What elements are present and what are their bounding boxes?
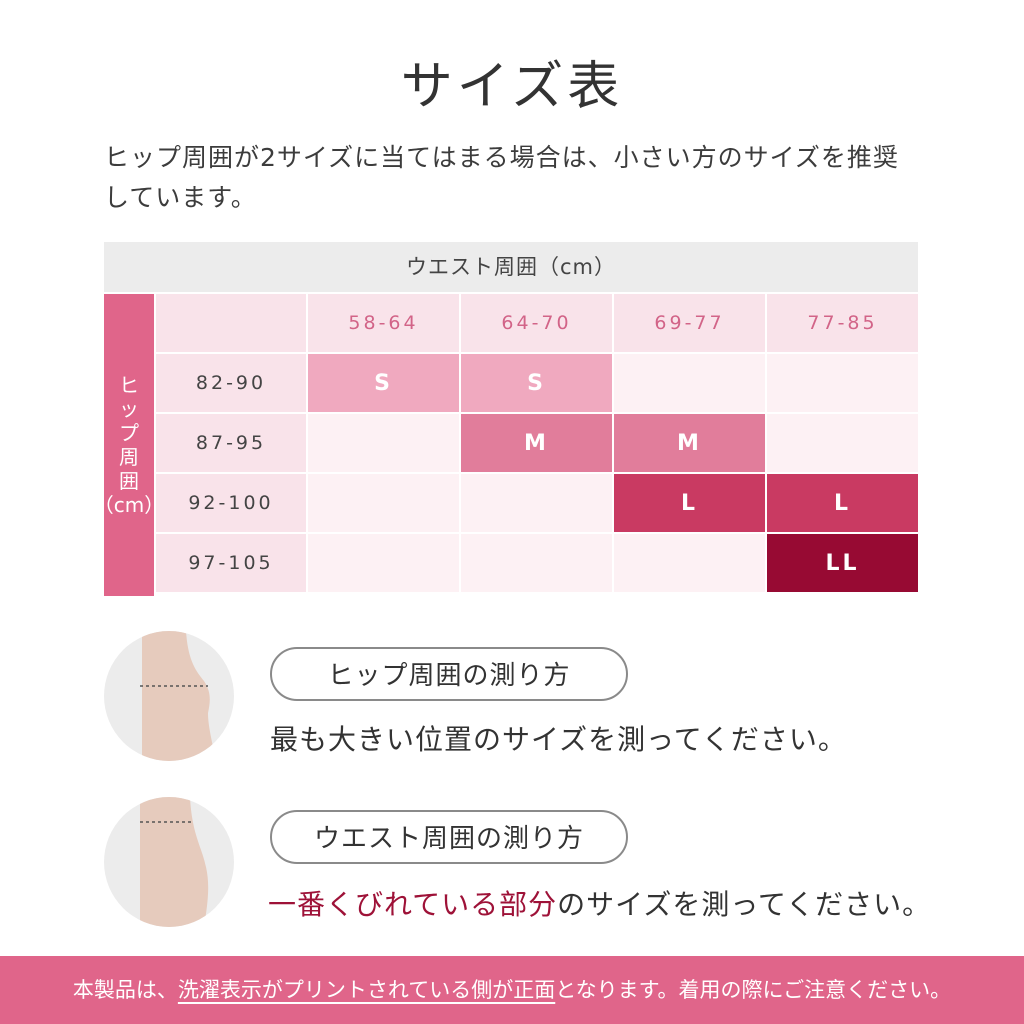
hip-header-char: （cm） (93, 493, 165, 517)
hip-range-header: 97-105 (156, 534, 306, 592)
waist-range-header: 64-70 (461, 294, 612, 352)
empty-cell (614, 534, 765, 592)
empty-cell (461, 474, 612, 532)
footer-prefix: 本製品は、 (72, 978, 178, 1002)
intro-text: ヒップ周囲が2サイズに当てはまる場合は、小さい方のサイズを推奨しています。 (104, 143, 899, 212)
empty-cell (308, 414, 459, 472)
empty-cell (767, 414, 918, 472)
waist-header: ウエスト周囲（cm） (104, 242, 918, 292)
hip-header-char: ッ (119, 397, 139, 421)
waist-figure-illustration (104, 797, 234, 927)
hip-measure-description: 最も大きい位置のサイズを測ってください。 (270, 723, 847, 756)
empty-cell (461, 534, 612, 592)
size-cell: S (461, 354, 612, 412)
waist-range-header: 77-85 (767, 294, 918, 352)
waist-range-header: 58-64 (308, 294, 459, 352)
size-cell: L (614, 474, 765, 532)
size-cell: LL (767, 534, 918, 592)
table-corner (156, 294, 306, 352)
footer-notice: 本製品は、洗濯表示がプリントされている側が正面となります。着用の際にご注意くださ… (0, 956, 1024, 1024)
hip-header-char: 囲 (119, 469, 139, 493)
hip-header: ヒップ周囲（cm） (94, 294, 164, 596)
hip-range-header: 92-100 (156, 474, 306, 532)
size-table: ウエスト周囲（cm） ヒップ周囲（cm） 58-64 64-70 69-77 77-8… (94, 242, 918, 596)
waist-measure-description: 一番くびれている部分のサイズを測ってください。 (268, 883, 931, 923)
hip-figure-illustration (104, 631, 234, 761)
size-cell: M (461, 414, 612, 472)
footer-underlined: 洗濯表示がプリントされている側が正面 (177, 978, 556, 1002)
hip-header-char: ヒ (119, 373, 139, 397)
waist-description-rest: のサイズを測ってください。 (557, 888, 932, 921)
page-title: サイズ表 (400, 57, 624, 117)
hip-header-char: 周 (119, 445, 139, 469)
size-cell: M (614, 414, 765, 472)
hip-measure-label: ヒップ周囲の測り方 (270, 647, 628, 701)
empty-cell (308, 474, 459, 532)
empty-cell (308, 534, 459, 592)
waist-range-header: 69-77 (614, 294, 765, 352)
hip-range-header: 87-95 (156, 414, 306, 472)
size-cell: L (767, 474, 918, 532)
footer-suffix: となります。着用の際にご注意ください。 (555, 978, 952, 1002)
waist-description-highlight: 一番くびれている部分 (268, 888, 558, 921)
hip-header-char: プ (119, 421, 139, 445)
empty-cell (767, 354, 918, 412)
waist-measure-label: ウエスト周囲の測り方 (270, 810, 628, 864)
hip-range-header: 82-90 (156, 354, 306, 412)
empty-cell (614, 354, 765, 412)
size-cell: S (308, 354, 459, 412)
